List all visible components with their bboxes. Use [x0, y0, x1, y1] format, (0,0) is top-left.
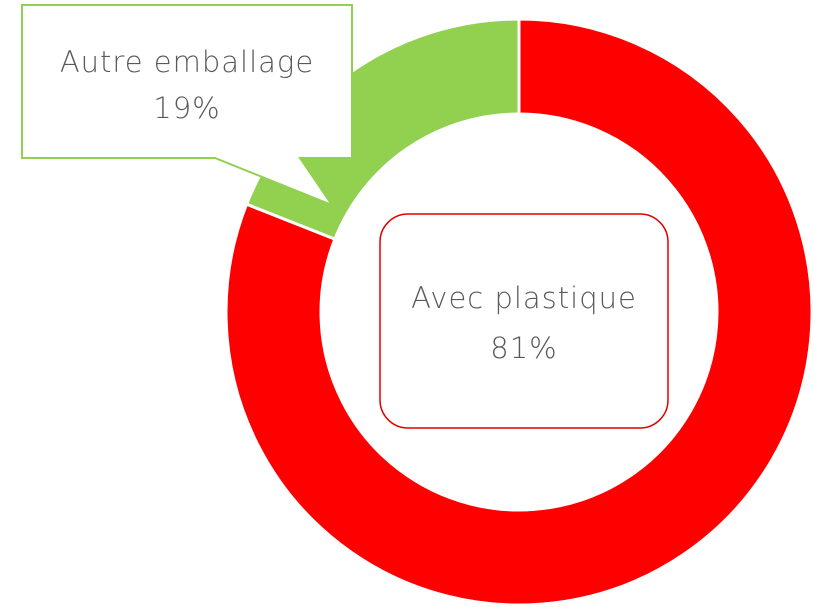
callout-plastique: [379, 213, 669, 429]
slice-label: Autre emballage: [60, 45, 314, 79]
callout-autre: [21, 4, 353, 208]
slice-label: Avec plastique: [411, 281, 637, 315]
slice-value-label: 81%: [490, 331, 557, 365]
slice-value-label: 19%: [153, 91, 220, 125]
donut-slice: [224, 17, 814, 607]
